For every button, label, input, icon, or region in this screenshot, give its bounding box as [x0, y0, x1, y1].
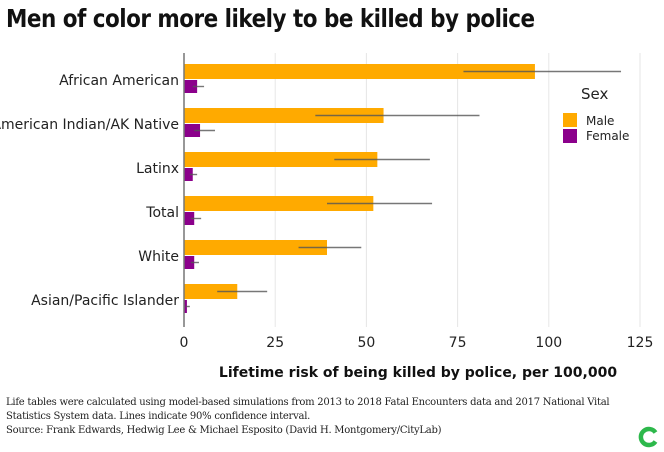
bar-female	[184, 80, 198, 93]
legend-swatch-male	[563, 113, 577, 127]
x-tick-label: 25	[266, 335, 284, 351]
bar-male	[184, 196, 374, 211]
legend-title: Sex	[581, 85, 608, 103]
bars	[184, 64, 535, 313]
chart-title: Men of color more likely to be killed by…	[6, 4, 535, 33]
x-tick-label: 50	[357, 335, 375, 351]
category-label: Latinx	[136, 161, 179, 177]
source-credit: Source: Frank Edwards, Hedwig Lee & Mich…	[6, 425, 442, 436]
category-label: American Indian/AK Native	[0, 117, 179, 133]
x-axis-label: Lifetime risk of being killed by police,…	[219, 365, 617, 381]
x-tick-label: 75	[449, 335, 467, 351]
category-label: African American	[59, 73, 179, 89]
category-label: Total	[145, 205, 179, 221]
bar-female	[184, 256, 195, 269]
category-label: Asian/Pacific Islander	[31, 293, 179, 309]
bar-male	[184, 108, 384, 123]
x-tick-labels: 0 25 50 75 100 125	[180, 335, 654, 351]
footnote-line-2: Statistics System data. Lines indicate 9…	[6, 411, 311, 422]
category-label: White	[138, 249, 179, 265]
bar-female	[184, 168, 193, 181]
confidence-intervals	[185, 70, 622, 308]
x-tick-label: 0	[180, 335, 189, 351]
bar-female	[184, 124, 201, 137]
bar-male	[184, 284, 238, 299]
bar-male	[184, 152, 378, 167]
bar-male	[184, 64, 535, 79]
legend-background	[576, 80, 632, 146]
chart-area: African American American Indian/AK Nativ…	[0, 53, 654, 381]
gridlines	[274, 53, 641, 327]
legend: Sex Male Female	[563, 80, 632, 146]
x-tick-label: 125	[627, 335, 654, 351]
footnote-line-1: Life tables were calculated using model-…	[6, 397, 610, 408]
x-tick-label: 100	[535, 335, 562, 351]
legend-label-male: Male	[586, 114, 614, 128]
bar-male	[184, 240, 328, 255]
legend-swatch-female	[563, 129, 577, 143]
bar-female	[184, 212, 195, 225]
legend-label-female: Female	[586, 129, 629, 143]
category-labels: African American American Indian/AK Nativ…	[0, 73, 179, 309]
citylab-logo-icon	[638, 426, 658, 448]
footnote: Life tables were calculated using model-…	[6, 396, 626, 438]
